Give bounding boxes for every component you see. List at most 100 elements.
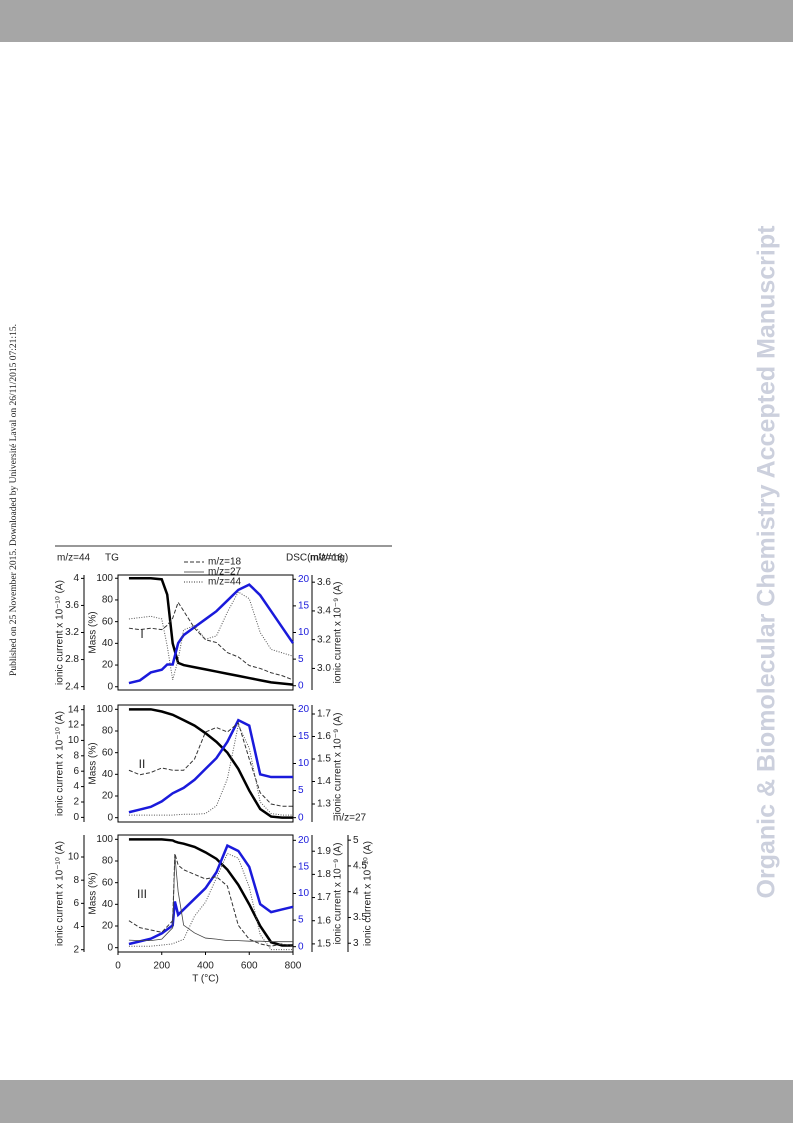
y-tick-label: 1.7 xyxy=(317,892,331,903)
x-tick-label: 600 xyxy=(241,961,258,972)
y-tick-label: 1.5 xyxy=(317,939,331,950)
y-tick-label: 60 xyxy=(102,747,114,758)
y-tick-label: 1.5 xyxy=(317,754,331,765)
y-tick-label: 8 xyxy=(73,750,79,761)
y-tick-label: 80 xyxy=(102,595,114,606)
y-tick-label: 0 xyxy=(73,812,79,823)
y-tick-label: 60 xyxy=(102,877,114,888)
series-line xyxy=(128,853,294,947)
series-line xyxy=(128,583,295,685)
side-note: Published on 25 November 2015. Downloade… xyxy=(9,324,19,676)
y-axis-title: ionic current x 10⁻¹⁰ (A) xyxy=(55,841,66,946)
y-axis-title: ionic current x 10⁻¹⁰ (A) xyxy=(55,711,66,816)
y-tick-label: 4.5 xyxy=(353,861,367,872)
y-axis-title: ionic current x 10⁻⁹ (A) xyxy=(333,843,344,945)
y-tick-label: 6 xyxy=(73,766,79,777)
y-tick-label: 15 xyxy=(298,862,310,873)
x-tick-label: 800 xyxy=(285,961,302,972)
y-tick-label: 8 xyxy=(73,875,79,886)
y-tick-label: 20 xyxy=(102,791,114,802)
axis-top-title: DSC(mW/mg) xyxy=(286,553,348,564)
plot-frame xyxy=(117,574,294,691)
y-tick-label: 100 xyxy=(96,573,113,584)
series-line xyxy=(128,601,294,681)
y-tick-label: 2 xyxy=(73,944,79,955)
watermark: Organic & Biomolecular Chemistry Accepte… xyxy=(753,225,781,899)
y-axis-title: ionic current x 10⁻⁹ (A) xyxy=(333,582,344,684)
y-tick-label: 0 xyxy=(298,941,304,952)
y-tick-label: 12 xyxy=(68,720,80,731)
y-axis-title: ionic current x 10⁻¹⁰ (A) xyxy=(55,580,66,685)
x-axis-title: T (°C) xyxy=(192,974,219,985)
series-line xyxy=(128,855,293,943)
y-tick-label: 100 xyxy=(96,834,113,845)
panel-label: III xyxy=(137,887,147,901)
panel-label: II xyxy=(139,757,146,771)
y-tick-label: 20 xyxy=(298,704,310,715)
y-tick-label: 1.6 xyxy=(317,915,331,926)
y-tick-label: 80 xyxy=(102,726,114,737)
y-tick-label: 0 xyxy=(298,812,304,823)
y-tick-label: 40 xyxy=(102,769,114,780)
y-tick-label: 5 xyxy=(298,785,304,796)
y-tick-label: 14 xyxy=(68,704,80,715)
series-line xyxy=(128,843,294,946)
y-tick-label: 5 xyxy=(298,915,304,926)
y-tick-label: 3 xyxy=(353,938,359,949)
y-tick-label: 2.4 xyxy=(65,681,79,692)
y-tick-label: 3.2 xyxy=(317,634,331,645)
y-tick-label: 80 xyxy=(102,856,114,867)
y-tick-label: 3.6 xyxy=(317,577,331,588)
y-tick-label: 5 xyxy=(298,654,304,665)
y-tick-label: 3.4 xyxy=(317,606,331,617)
series-line xyxy=(128,718,293,814)
y-tick-label: 3.2 xyxy=(65,627,79,638)
y-tick-label: 1.9 xyxy=(317,846,331,857)
y-axis-title: Mass (%) xyxy=(88,742,99,784)
footer-band xyxy=(0,1080,793,1123)
y-axis-title: Mass (%) xyxy=(88,872,99,914)
axis-top-title: TG xyxy=(105,553,119,564)
y-tick-label: 1.3 xyxy=(317,799,331,810)
series-line xyxy=(128,708,293,819)
y-tick-label: 20 xyxy=(298,574,310,585)
series-line xyxy=(128,723,293,816)
series-line xyxy=(128,591,294,680)
x-tick-label: 400 xyxy=(197,961,214,972)
panel-label: I xyxy=(140,627,143,641)
y-tick-label: 3.5 xyxy=(353,912,367,923)
y-tick-label: 10 xyxy=(68,852,80,863)
x-tick-label: 0 xyxy=(115,961,121,972)
y-tick-label: 60 xyxy=(102,616,114,627)
legend-label: m/z=44 xyxy=(208,577,242,588)
y-tick-label: 2 xyxy=(73,797,79,808)
y-tick-label: 1.6 xyxy=(317,731,331,742)
y-tick-label: 2.8 xyxy=(65,654,79,665)
y-axis-title: ionic current x 10⁻⁹ (A) xyxy=(333,713,344,815)
axis-top-title: m/z=18 xyxy=(310,553,344,564)
y-tick-label: 20 xyxy=(102,660,114,671)
x-tick-label: 200 xyxy=(153,961,170,972)
legend-label: m/z=18 xyxy=(208,557,242,568)
legend-label: m/z=27 xyxy=(208,567,242,578)
y-tick-label: 4 xyxy=(73,781,79,792)
y-tick-label: 20 xyxy=(102,921,114,932)
y-tick-label: 3.6 xyxy=(65,600,79,611)
y-tick-label: 1.8 xyxy=(317,869,331,880)
header-band xyxy=(0,0,793,42)
y-tick-label: 10 xyxy=(298,627,310,638)
y-tick-label: 4 xyxy=(73,921,79,932)
y-tick-label: 0 xyxy=(107,812,113,823)
y-tick-label: 0 xyxy=(107,942,113,953)
y-tick-label: 10 xyxy=(68,735,80,746)
y-tick-label: 15 xyxy=(298,731,310,742)
y-tick-label: 1.4 xyxy=(317,776,331,787)
y-tick-label: 3.0 xyxy=(317,663,331,674)
y-tick-label: 4 xyxy=(73,573,79,584)
y-tick-label: 40 xyxy=(102,899,114,910)
series-line xyxy=(128,852,293,951)
axis-top-title: m/z=27 xyxy=(333,813,367,824)
y-tick-label: 10 xyxy=(298,758,310,769)
